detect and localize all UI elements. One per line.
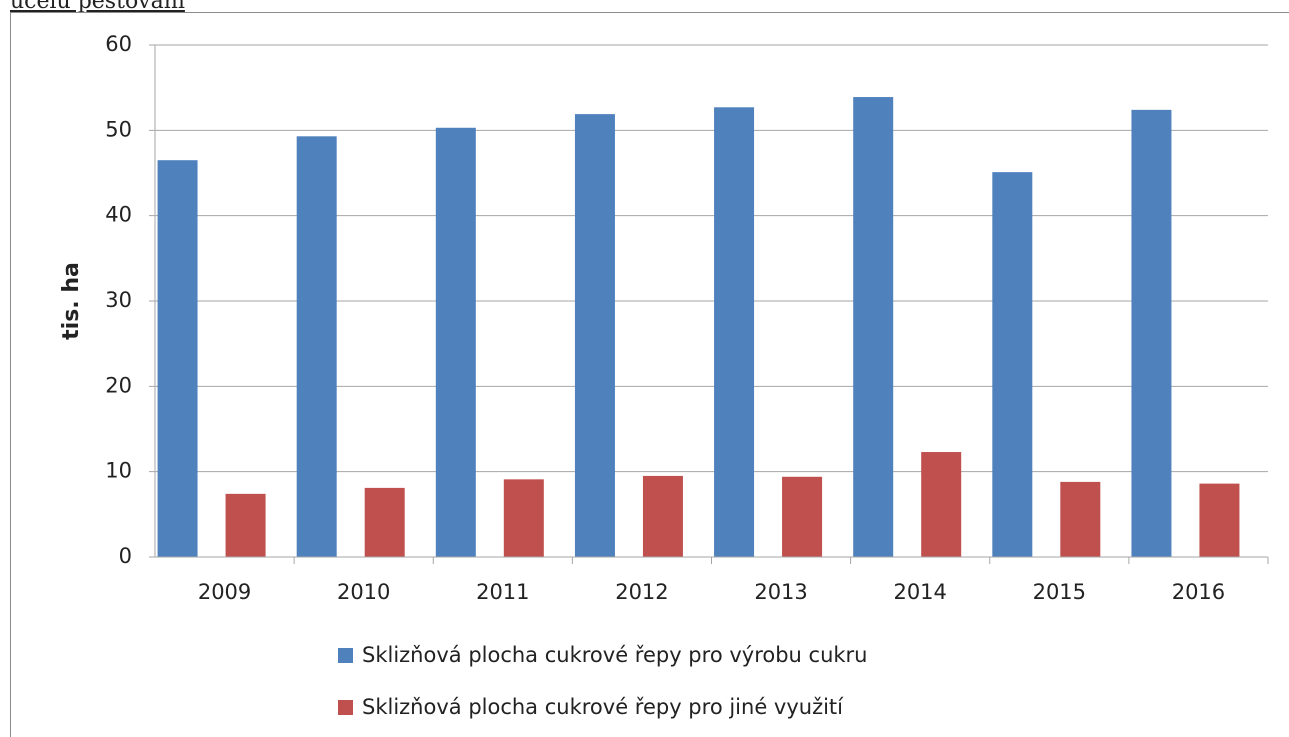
x-tick-label: 2013 — [754, 580, 807, 604]
x-tick-label: 2009 — [198, 580, 251, 604]
x-tick-label: 2014 — [893, 580, 946, 604]
bar — [225, 493, 266, 557]
bar — [574, 114, 615, 558]
chart-frame — [10, 12, 1289, 737]
bar — [1060, 481, 1101, 557]
x-tick-label: 2016 — [1172, 580, 1225, 604]
legend-swatch — [338, 648, 353, 663]
legend-label: Sklizňová plocha cukrové řepy pro výrobu… — [362, 643, 868, 667]
bar — [921, 452, 962, 557]
bar — [853, 97, 894, 557]
y-tick-label: 0 — [119, 544, 132, 568]
y-tick-label: 40 — [105, 203, 132, 227]
bar — [157, 160, 198, 557]
x-tick-label: 2015 — [1033, 580, 1086, 604]
bar — [714, 107, 755, 557]
x-tick-label: 2011 — [476, 580, 529, 604]
bar — [642, 475, 683, 557]
bar — [782, 476, 823, 557]
bar — [296, 136, 337, 557]
y-tick-label: 20 — [105, 373, 132, 397]
bar — [503, 479, 544, 557]
bar — [435, 127, 476, 558]
y-tick-label: 30 — [105, 288, 132, 312]
x-tick-label: 2012 — [615, 580, 668, 604]
bar — [1131, 109, 1172, 557]
caption: účelu pěstování — [10, 0, 186, 14]
bar — [1199, 483, 1240, 557]
x-tick-label: 2010 — [337, 580, 390, 604]
bar — [364, 487, 405, 557]
legend-swatch — [338, 700, 353, 715]
bar — [992, 172, 1033, 557]
y-tick-label: 10 — [105, 459, 132, 483]
y-axis-label: tis. ha — [59, 262, 84, 340]
legend-label: Sklizňová plocha cukrové řepy pro jiné v… — [362, 695, 844, 719]
y-tick-label: 60 — [105, 32, 132, 56]
y-tick-label: 50 — [105, 117, 132, 141]
